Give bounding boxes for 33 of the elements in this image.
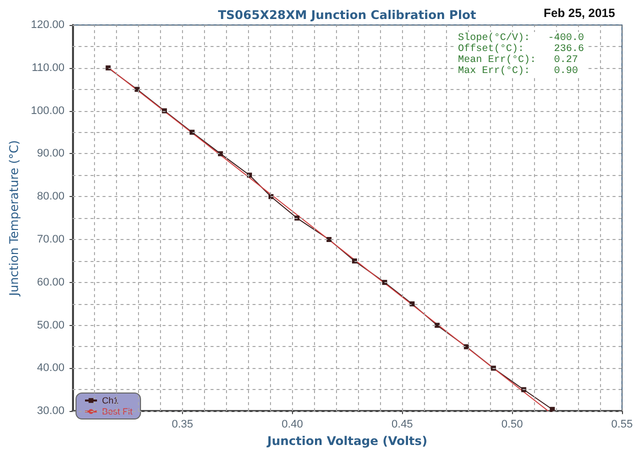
y-tick-label: 110.00 [32,62,65,74]
point [218,151,223,156]
x-tick-label: 0.45 [392,418,413,431]
text: Feb 25, 2015 [544,6,616,20]
point [550,406,555,412]
y-tick-label: 30.00 [37,405,65,418]
point [190,130,195,135]
x-tick-label: 0.55 [611,418,633,431]
annotation: Max Err(°C): 0.90 [458,65,578,77]
annotation: Mean Err(°C): 0.27 [458,54,578,66]
point [326,237,332,242]
y-tick-label: 80.00 [37,190,65,203]
y-tick-label: 70.00 [37,234,65,246]
point [352,258,358,264]
x-tick-label: 0.40 [282,418,304,431]
x-axis-title: Junction Voltage (Volts) [266,434,428,448]
point [382,280,388,285]
y-tick-label: 120.00 [30,19,65,31]
y-tick-label: 40.00 [37,362,65,374]
x-tick-label: 0.50 [501,418,523,431]
y-axis-title: Junction Temperature (°C) [7,140,21,297]
x-tick-label: 0.35 [172,418,194,431]
point [106,65,111,70]
annotation: Slope(°C/V): -400.0 [458,32,584,44]
legend-label: Ch1 [102,396,119,406]
y-tick-label: 90.00 [37,148,65,160]
y-tick-label: 50.00 [37,319,65,332]
point [434,322,440,328]
chart-title: TS065X28XM Junction Calibration Plot [218,8,476,22]
point [410,301,415,306]
y-tick-label: 60.00 [37,276,65,288]
y-tick-label: 100.00 [30,104,65,117]
annotation: Offset(°C): 236.6 [458,43,584,55]
